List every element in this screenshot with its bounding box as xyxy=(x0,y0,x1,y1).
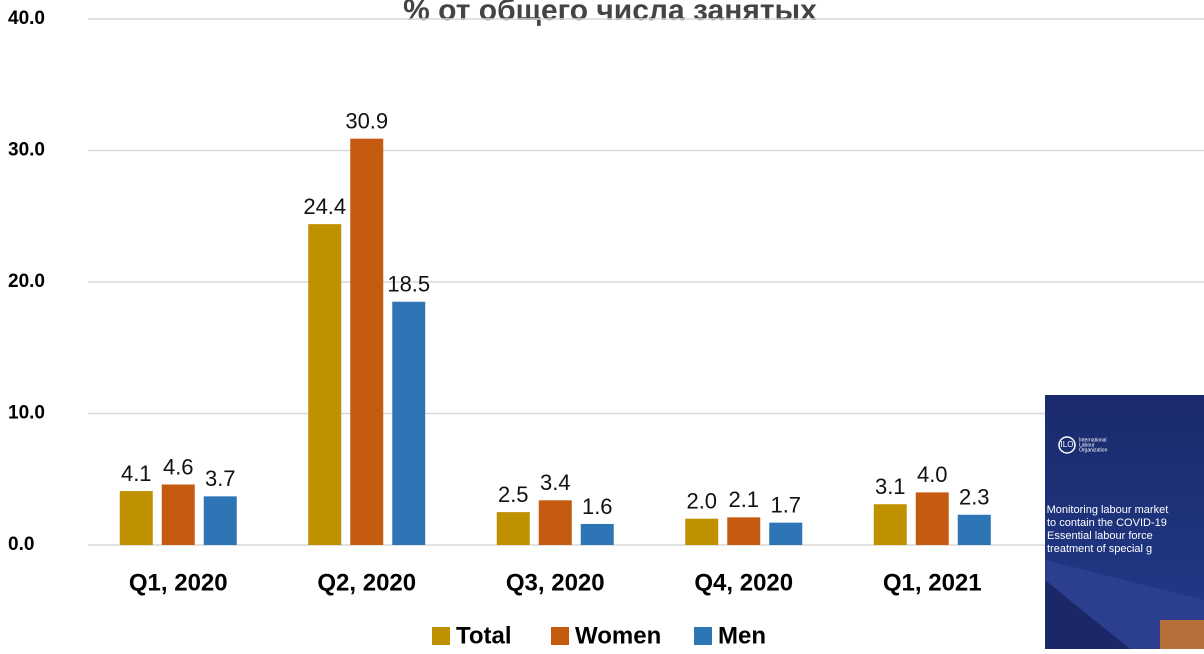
bar xyxy=(873,504,907,545)
bar xyxy=(727,517,761,545)
bar xyxy=(538,500,572,545)
thumbnail-photo xyxy=(1160,620,1204,649)
bar xyxy=(496,512,530,545)
legend-label: Men xyxy=(718,622,766,649)
data-label: 3.7 xyxy=(205,466,236,491)
x-tick-label: Q1, 2021 xyxy=(883,569,982,596)
bar xyxy=(308,224,342,545)
data-label: 24.4 xyxy=(303,194,346,219)
data-label: 18.5 xyxy=(387,272,430,297)
y-tick-label: 40.0 xyxy=(8,8,45,29)
data-label: 2.0 xyxy=(686,489,717,514)
bar xyxy=(203,496,237,545)
y-tick-label: 30.0 xyxy=(8,140,45,161)
data-label: 1.6 xyxy=(582,494,613,519)
bar xyxy=(769,522,803,545)
y-tick-label: 0.0 xyxy=(8,534,34,555)
thumbnail-line: to contain the COVID-19 xyxy=(1047,517,1167,529)
bar xyxy=(685,518,719,545)
logo-text: International xyxy=(1079,437,1107,443)
x-tick-label: Q1, 2020 xyxy=(129,569,228,596)
data-label: 4.1 xyxy=(121,461,152,486)
bar xyxy=(915,492,949,545)
y-tick-label: 20.0 xyxy=(8,271,45,292)
bar xyxy=(350,138,384,546)
bar xyxy=(957,514,991,545)
data-label: 1.7 xyxy=(770,492,801,517)
data-label: 4.6 xyxy=(163,454,194,479)
legend-swatch xyxy=(694,627,712,645)
thumbnail-line: Essential labour force xyxy=(1047,530,1153,542)
data-label: 3.1 xyxy=(875,474,906,499)
chart-title: % от общего числа занятых xyxy=(403,0,817,27)
legend-swatch xyxy=(432,627,450,645)
thumbnail-line: treatment of special g xyxy=(1047,543,1152,555)
legend-label: Women xyxy=(575,622,661,649)
x-tick-label: Q2, 2020 xyxy=(317,569,416,596)
logo-circle xyxy=(1058,436,1076,454)
data-label: 2.3 xyxy=(959,485,990,510)
thumbnail-line: ▸ Monitoring labour market xyxy=(1038,504,1168,516)
legend-label: Total xyxy=(456,622,512,649)
bar xyxy=(119,491,153,545)
bar xyxy=(392,301,426,545)
data-label: 4.0 xyxy=(917,462,948,487)
x-tick-label: Q3, 2020 xyxy=(506,569,605,596)
logo-text: Organization xyxy=(1079,447,1108,453)
x-tick-label: Q4, 2020 xyxy=(694,569,793,596)
thumbnail-shape xyxy=(1045,580,1130,649)
bar xyxy=(161,484,195,545)
y-tick-label: 10.0 xyxy=(8,403,45,424)
data-label: 2.1 xyxy=(728,487,759,512)
bar xyxy=(580,523,614,545)
legend-swatch xyxy=(551,627,569,645)
data-label: 2.5 xyxy=(498,482,529,507)
data-label: 30.9 xyxy=(345,108,388,133)
logo-mark: ILO xyxy=(1061,440,1074,449)
logo-text: Labour xyxy=(1079,442,1095,448)
data-label: 3.4 xyxy=(540,470,571,495)
